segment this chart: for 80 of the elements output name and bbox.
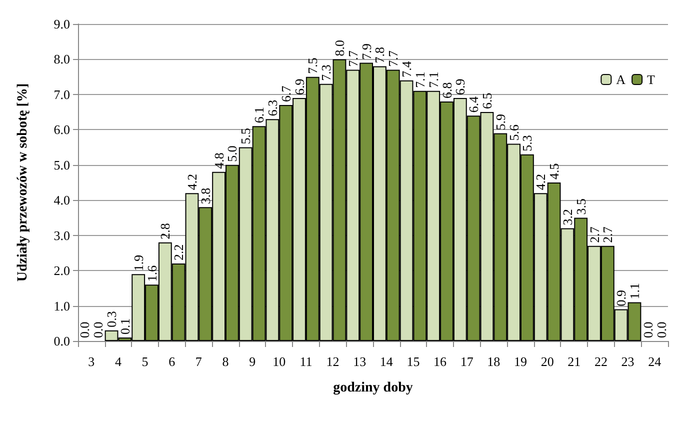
data-label: 1.6 — [144, 264, 160, 282]
data-label: 8.0 — [332, 40, 347, 56]
x-tick-label: 8 — [222, 354, 229, 369]
data-label: 3.8 — [198, 188, 213, 204]
data-label: 5.0 — [224, 146, 240, 162]
data-label: 0.0 — [640, 322, 656, 338]
y-tick-label: 4.0 — [54, 192, 70, 208]
data-label: 6.4 — [466, 96, 482, 113]
data-label: 3.2 — [560, 209, 575, 226]
x-tick-label: 7 — [195, 354, 202, 369]
data-label: 0.9 — [614, 290, 629, 306]
data-label: 5.5 — [238, 128, 254, 144]
x-tick-label: 15 — [406, 354, 420, 369]
data-label: 0.1 — [117, 318, 132, 334]
x-tick-label: 16 — [434, 354, 448, 369]
x-axis-title: godziny doby — [333, 380, 413, 396]
x-tick-label: 24 — [648, 354, 662, 369]
data-label: 5.6 — [506, 124, 522, 141]
data-label: 7.1 — [426, 72, 441, 88]
x-tick-label: 23 — [621, 354, 634, 369]
y-tick-label: 7.0 — [54, 86, 70, 102]
x-tick-label: 6 — [168, 354, 176, 369]
data-label: 7.9 — [358, 43, 374, 60]
x-tick-label: 19 — [514, 354, 527, 369]
x-tick-label: 3 — [88, 354, 95, 369]
data-label: 4.2 — [533, 174, 548, 190]
data-label: 1.1 — [626, 283, 642, 300]
data-label: 6.3 — [264, 100, 280, 116]
data-label: 6.9 — [292, 78, 307, 95]
y-tick-label: 9.0 — [54, 16, 70, 32]
x-tick-label: 14 — [380, 354, 394, 369]
x-tick-label: 4 — [114, 354, 122, 369]
x-tick-label: 21 — [568, 354, 581, 369]
data-label: 7.4 — [399, 60, 414, 78]
legend-label: T — [647, 72, 656, 87]
y-axis-title: Udziały przewozów w sobotę [%] — [16, 83, 30, 282]
y-tick-label: 3.0 — [54, 228, 70, 243]
data-label: 6.7 — [278, 85, 294, 102]
data-label: 0.0 — [654, 322, 669, 338]
data-label: 6.5 — [479, 92, 494, 110]
y-tick-label: 6.0 — [54, 122, 70, 138]
data-label: 0.3 — [104, 311, 120, 328]
data-label: 6.1 — [252, 106, 267, 124]
y-tick-label: 1.0 — [54, 298, 70, 314]
data-label: 4.8 — [211, 152, 226, 169]
data-label: 4.2 — [184, 174, 200, 190]
data-label: 7.3 — [318, 64, 334, 81]
data-label: 0.0 — [77, 322, 92, 338]
y-tick-label: 2.0 — [54, 263, 70, 278]
data-label: 2.8 — [158, 223, 173, 240]
y-tick-label: 8.0 — [54, 52, 70, 67]
data-label: 0.0 — [90, 322, 106, 338]
data-label: 2.7 — [600, 226, 616, 243]
data-label: 4.5 — [546, 163, 562, 180]
data-label: 7.7 — [345, 50, 360, 67]
data-label: 6.9 — [452, 78, 468, 95]
data-label: 2.7 — [586, 226, 602, 243]
x-tick-label: 17 — [460, 354, 474, 369]
y-tick-label: 5.0 — [54, 157, 70, 172]
data-label: 7.5 — [305, 58, 320, 74]
x-tick-label: 20 — [540, 354, 554, 369]
x-tick-label: 22 — [594, 354, 608, 369]
x-tick-label: 11 — [300, 354, 312, 369]
x-tick-label: 12 — [326, 354, 340, 369]
data-label: 7.7 — [386, 50, 401, 67]
x-tick-label: 10 — [272, 354, 286, 369]
x-tick-label: 5 — [142, 354, 148, 369]
data-label: 7.1 — [412, 72, 428, 88]
data-label: 1.9 — [130, 254, 146, 272]
data-label: 3.5 — [573, 198, 588, 215]
data-label: 5.3 — [520, 135, 535, 152]
legend-label: A — [616, 72, 626, 87]
y-tick-label: 0.0 — [54, 334, 70, 348]
x-tick-label: 18 — [487, 354, 500, 369]
x-tick-label: 13 — [353, 354, 366, 369]
data-label: 2.2 — [171, 244, 186, 261]
data-label: 5.9 — [492, 114, 508, 130]
x-tick-label: 9 — [249, 354, 256, 369]
data-label: 7.8 — [372, 47, 388, 64]
data-label: 6.8 — [439, 82, 454, 98]
